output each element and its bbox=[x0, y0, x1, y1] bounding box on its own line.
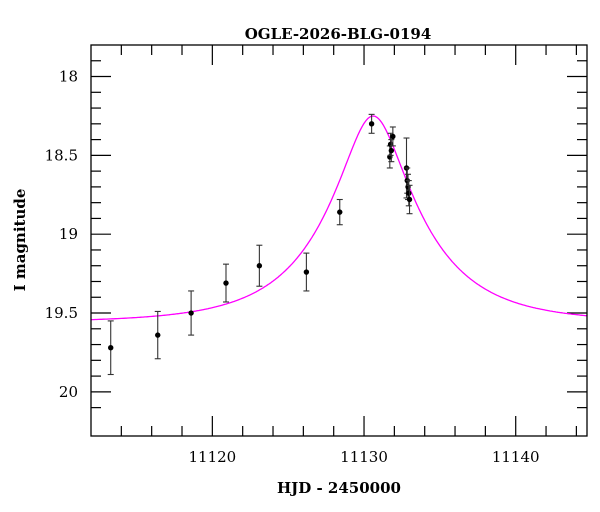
point-marker bbox=[368, 121, 375, 127]
y-tick-label: 20 bbox=[59, 383, 78, 401]
data-point bbox=[336, 198, 343, 226]
y-axis-title: I magnitude bbox=[11, 189, 29, 292]
y-tick-label: 19.5 bbox=[45, 304, 78, 322]
point-marker bbox=[256, 263, 263, 269]
point-marker bbox=[388, 147, 395, 154]
y-tick-label: 19 bbox=[59, 225, 78, 243]
data-point bbox=[188, 290, 195, 336]
data-point bbox=[406, 184, 413, 215]
data-point bbox=[388, 139, 395, 163]
chart-title: OGLE-2026-BLG-0194 bbox=[245, 25, 432, 43]
data-point bbox=[154, 310, 161, 360]
data-point bbox=[256, 244, 263, 287]
point-marker bbox=[406, 196, 413, 203]
data-point bbox=[303, 252, 310, 292]
point-marker bbox=[406, 190, 412, 196]
y-tick-label: 18.5 bbox=[45, 146, 78, 164]
y-tick-label: 18 bbox=[59, 68, 78, 86]
data-point bbox=[222, 263, 229, 303]
point-marker bbox=[337, 209, 343, 215]
plot-frame bbox=[90, 44, 588, 437]
data-point bbox=[389, 126, 396, 147]
point-marker bbox=[108, 345, 114, 351]
point-marker bbox=[390, 133, 396, 140]
x-tick-label: 11120 bbox=[188, 448, 236, 466]
point-marker bbox=[188, 310, 194, 316]
x-tick-label: 11130 bbox=[340, 448, 388, 466]
point-marker bbox=[303, 269, 310, 275]
model-curve bbox=[91, 115, 587, 321]
point-marker bbox=[223, 280, 229, 286]
x-tick-label: 11140 bbox=[492, 448, 540, 466]
data-point bbox=[107, 320, 114, 376]
x-axis-title: HJD - 2450000 bbox=[277, 479, 401, 497]
data-point bbox=[368, 113, 375, 134]
point-marker bbox=[155, 332, 161, 338]
